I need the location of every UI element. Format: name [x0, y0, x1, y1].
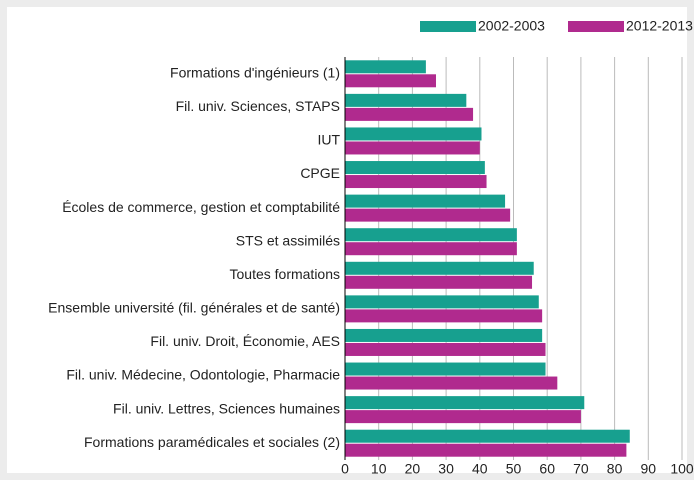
bar — [345, 60, 426, 74]
bar — [345, 275, 533, 289]
bar — [345, 443, 627, 457]
x-tick-label: 70 — [573, 461, 589, 477]
bar — [345, 410, 581, 424]
x-tick-label: 100 — [670, 461, 694, 477]
bar — [345, 328, 543, 342]
x-tick-label: 40 — [472, 461, 488, 477]
x-tick-label: 0 — [341, 461, 349, 477]
y-tick-label: Fil. univ. Sciences, STAPS — [176, 98, 340, 114]
bar — [345, 175, 487, 189]
x-tick-label: 60 — [539, 461, 555, 477]
x-tick-label: 10 — [371, 461, 387, 477]
bar — [345, 141, 480, 155]
bar — [345, 309, 543, 323]
y-tick-label: CPGE — [300, 165, 340, 181]
bar — [345, 342, 546, 356]
bar — [345, 228, 517, 242]
bar — [345, 74, 436, 88]
y-tick-label: Formations d'ingénieurs (1) — [170, 64, 340, 80]
bar — [345, 376, 558, 390]
y-tick-label: STS et assimilés — [236, 232, 340, 248]
legend-swatch — [420, 21, 476, 32]
bar — [345, 261, 534, 275]
y-tick-label: Fil. univ. Médecine, Odontologie, Pharma… — [66, 367, 340, 383]
bar — [345, 362, 546, 376]
bar — [345, 429, 630, 443]
bar — [345, 295, 539, 309]
x-tick-label: 90 — [641, 461, 657, 477]
bar — [345, 194, 506, 208]
bar — [345, 161, 485, 175]
x-tick-label: 30 — [438, 461, 454, 477]
legend-swatch — [568, 21, 624, 32]
bar — [345, 127, 482, 141]
y-tick-label: Fil. univ. Lettres, Sciences humaines — [113, 400, 340, 416]
y-tick-label: Formations paramédicales et sociales (2) — [84, 434, 340, 450]
x-tick-label: 80 — [607, 461, 623, 477]
legend-label: 2012-2013 — [626, 18, 693, 34]
legend-label: 2002-2003 — [478, 18, 545, 34]
y-tick-label: Écoles de commerce, gestion et comptabil… — [62, 199, 340, 215]
y-tick-label: Toutes formations — [230, 266, 341, 282]
y-tick-label: Fil. univ. Droit, Économie, AES — [150, 333, 340, 349]
y-tick-label: Ensemble université (fil. générales et d… — [48, 300, 340, 316]
bar — [345, 396, 585, 410]
x-tick-label: 20 — [405, 461, 421, 477]
y-tick-label: IUT — [317, 132, 340, 148]
bar — [345, 208, 511, 222]
bar — [345, 242, 517, 256]
bar — [345, 107, 474, 121]
x-tick-label: 50 — [506, 461, 522, 477]
bar — [345, 93, 467, 107]
